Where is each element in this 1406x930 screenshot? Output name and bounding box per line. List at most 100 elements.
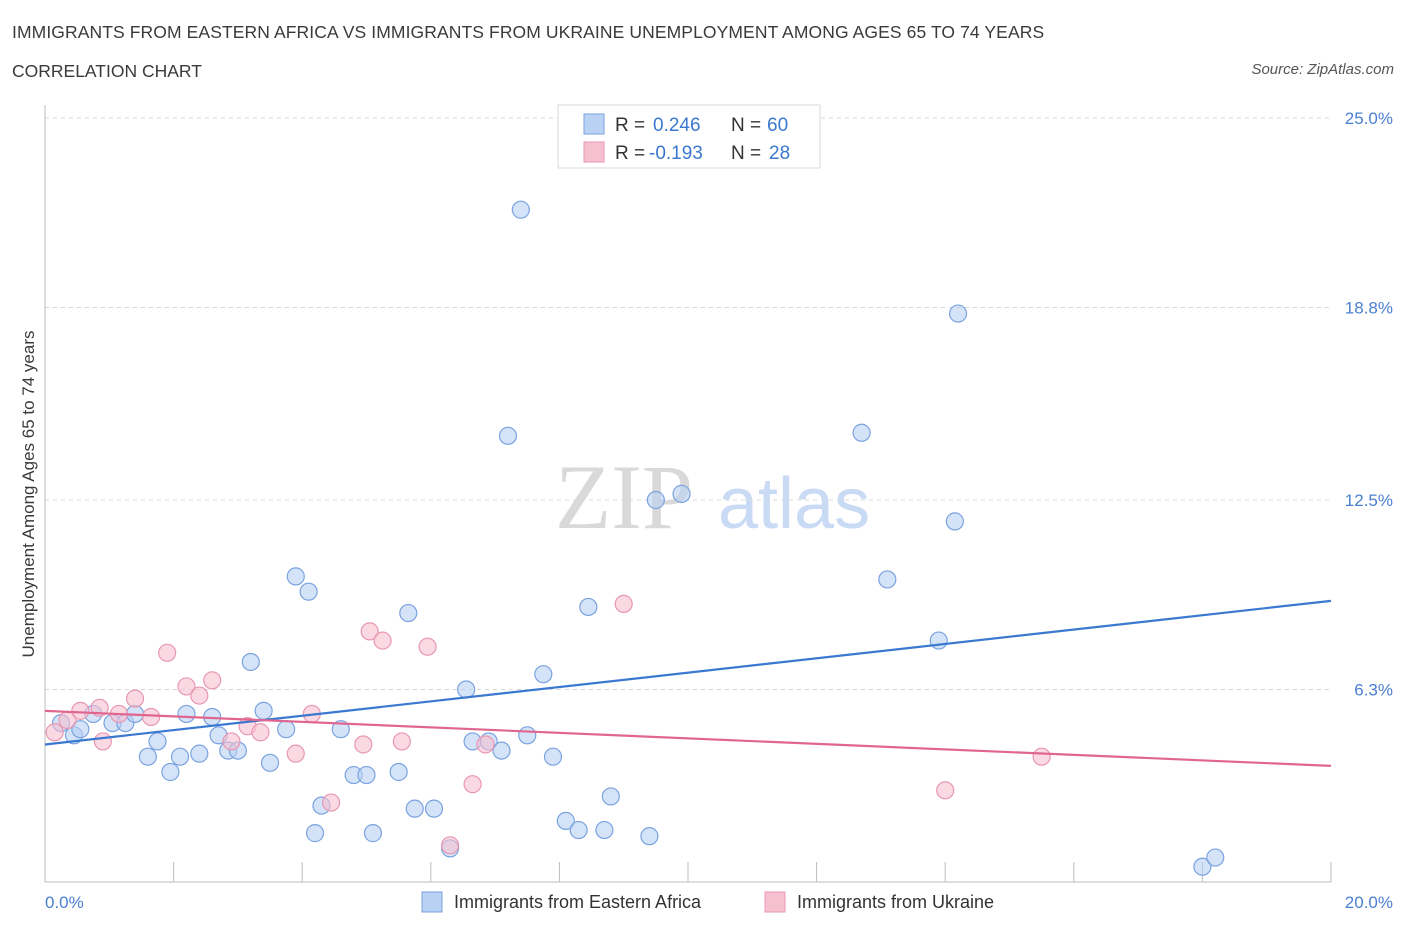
eastern-africa-point-23 — [305, 824, 325, 843]
eastern-africa-point-46 — [595, 820, 614, 840]
trend-line-ukraine — [44, 709, 1332, 767]
eastern-africa-point-27 — [357, 765, 376, 785]
ukraine-point-11 — [203, 671, 222, 690]
eastern-africa-point-42 — [543, 747, 563, 766]
eastern-africa-point-45 — [579, 597, 598, 617]
ukraine-point-6 — [125, 689, 145, 708]
eastern-africa-point-56 — [1193, 857, 1212, 876]
y-tick-label-1: 12.5% — [1345, 491, 1393, 510]
eastern-africa-point-47 — [601, 787, 620, 806]
legend-r-value-pink: -0.193 — [649, 143, 703, 164]
ukraine-point-14 — [251, 723, 270, 742]
eastern-africa-point-9 — [161, 762, 180, 782]
ukraine-point-15 — [286, 744, 305, 763]
source-label: Source: ZipAtlas.com — [1251, 61, 1394, 78]
eastern-africa-point-29 — [389, 762, 408, 782]
eastern-africa-point-11 — [177, 704, 196, 724]
y-tick-label-0: 6.3% — [1354, 680, 1393, 699]
y-tick-label-2: 18.8% — [1345, 298, 1393, 317]
ukraine-point-19 — [360, 622, 379, 641]
grid-lines — [45, 117, 1331, 690]
eastern-africa-point-51 — [852, 423, 871, 442]
eastern-africa-point-39 — [511, 200, 530, 219]
x-ticks — [44, 862, 1332, 882]
eastern-africa-point-7 — [138, 747, 157, 766]
y-axis-label: Unemployment Among Ages 65 to 74 years — [19, 331, 38, 658]
x-tick-label-min: 0.0% — [45, 893, 84, 912]
eastern-africa-point-57 — [1206, 848, 1225, 867]
eastern-africa-point-43 — [556, 811, 575, 830]
ukraine-point-22 — [418, 637, 437, 656]
eastern-africa-point-19 — [260, 753, 280, 772]
ukraine-point-26 — [614, 594, 633, 614]
series-legend: Immigrants from Eastern Africa Immigrant… — [421, 891, 994, 913]
eastern-africa-point-22 — [299, 582, 318, 601]
eastern-africa-point-53 — [929, 631, 948, 650]
ukraine-point-2 — [71, 701, 90, 720]
bottom-legend-label-blue: Immigrants from Eastern Africa — [454, 892, 702, 912]
eastern-africa-point-44 — [569, 820, 588, 840]
ukraine-point-7 — [141, 707, 161, 727]
watermark: ZIP atlas — [555, 446, 870, 548]
eastern-africa-point-10 — [170, 747, 190, 766]
ukraine-point-20 — [373, 631, 392, 650]
eastern-africa-point-8 — [148, 732, 167, 751]
trend-line-eastern-africa — [44, 599, 1332, 746]
eastern-africa-point-48 — [640, 827, 659, 846]
ukraine-point-8 — [158, 643, 177, 662]
bottom-legend-swatch-pink — [764, 891, 786, 913]
legend-n-value-blue: 60 — [767, 115, 788, 136]
bottom-legend-swatch-blue — [421, 891, 443, 913]
eastern-africa-point-37 — [492, 741, 511, 760]
watermark-atlas: atlas — [718, 464, 870, 544]
series-ukraine-points — [45, 594, 1051, 855]
eastern-africa-point-50 — [672, 484, 691, 503]
ukraine-point-21 — [392, 732, 411, 751]
ukraine-point-0 — [45, 723, 64, 742]
legend-r-label-pink: R = — [615, 143, 645, 164]
watermark-zip: ZIP — [555, 446, 693, 548]
eastern-africa-point-20 — [277, 720, 296, 739]
chart-title: IMMIGRANTS FROM EASTERN AFRICA VS IMMIGR… — [12, 22, 1045, 42]
eastern-africa-point-21 — [286, 567, 305, 586]
correlation-legend: R = 0.246 N = 60 R = -0.193 N = 28 — [557, 104, 821, 169]
ukraine-point-23 — [440, 836, 460, 855]
y-tick-labels: 6.3% 12.5% 18.8% 25.0% — [1345, 109, 1393, 699]
eastern-africa-point-31 — [405, 799, 424, 818]
eastern-africa-point-38 — [498, 426, 518, 445]
eastern-africa-point-2 — [71, 720, 90, 739]
chart-subtitle: CORRELATION CHART — [12, 61, 202, 81]
eastern-africa-point-12 — [190, 744, 209, 763]
bottom-legend-label-pink: Immigrants from Ukraine — [797, 892, 994, 912]
eastern-africa-point-30 — [399, 603, 418, 623]
eastern-africa-point-17 — [241, 652, 260, 672]
legend-n-label-pink: N = — [731, 143, 761, 164]
ukraine-point-9 — [177, 677, 196, 696]
eastern-africa-point-41 — [534, 665, 553, 684]
x-tick-label-max: 20.0% — [1345, 893, 1393, 912]
y-tick-label-3: 25.0% — [1345, 109, 1393, 128]
eastern-africa-point-32 — [424, 799, 444, 818]
eastern-africa-point-25 — [331, 720, 350, 739]
eastern-africa-point-28 — [363, 824, 383, 843]
legend-swatch-blue — [583, 113, 605, 135]
ukraine-point-25 — [476, 735, 495, 754]
eastern-africa-point-55 — [948, 304, 968, 323]
eastern-africa-point-34 — [457, 680, 476, 699]
eastern-africa-point-49 — [646, 490, 665, 510]
ukraine-point-17 — [322, 793, 341, 812]
ukraine-point-27 — [936, 781, 955, 800]
legend-n-value-pink: 28 — [769, 143, 790, 164]
ukraine-point-12 — [222, 732, 241, 751]
ukraine-point-24 — [463, 775, 482, 794]
legend-n-label-blue: N = — [731, 115, 761, 136]
ukraine-point-4 — [93, 732, 112, 751]
legend-r-value-blue: 0.246 — [653, 115, 701, 136]
eastern-africa-point-52 — [878, 570, 897, 589]
ukraine-point-10 — [190, 686, 209, 705]
legend-swatch-pink — [583, 141, 605, 163]
legend-r-label-blue: R = — [615, 115, 645, 136]
trend-lines — [44, 599, 1332, 767]
eastern-africa-point-54 — [945, 512, 964, 531]
